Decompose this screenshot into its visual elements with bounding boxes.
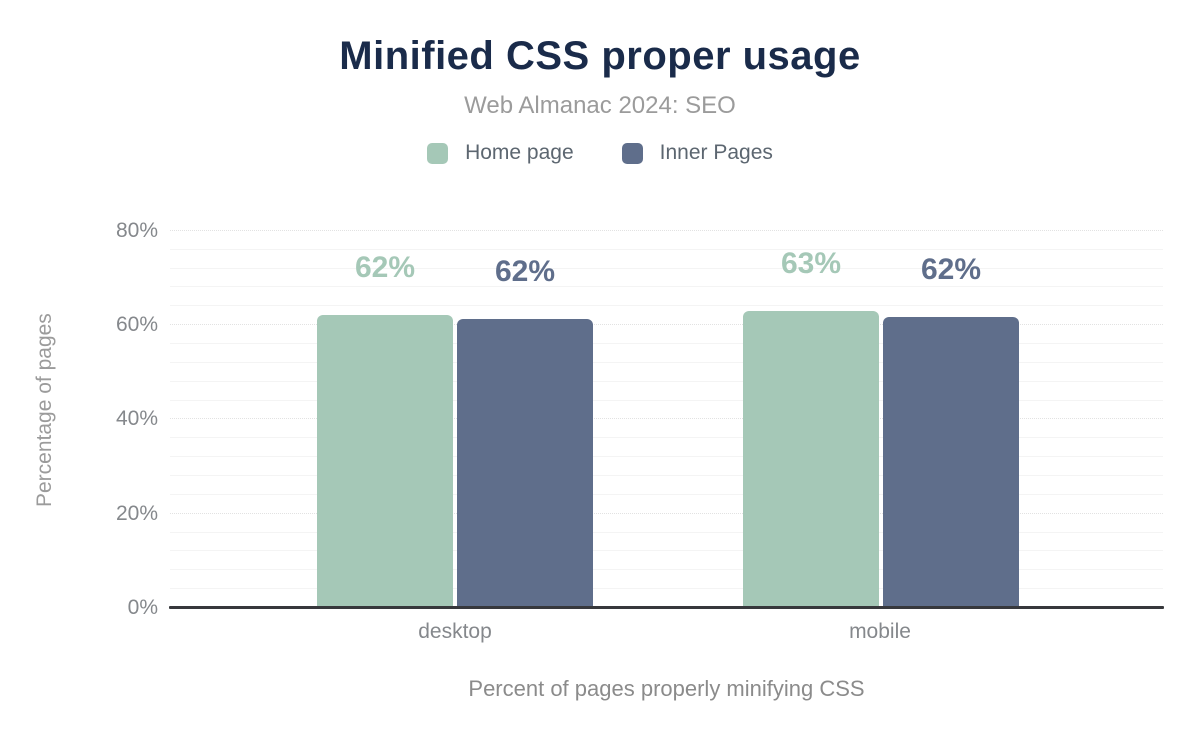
plot-area: 62% 62% 63% 62% bbox=[170, 212, 1163, 608]
bar-desktop-inner-pages: 62% bbox=[457, 212, 593, 608]
bar-rect-desktop-home-page bbox=[317, 314, 453, 608]
y-tick-label: 80% bbox=[115, 218, 158, 242]
legend-label-inner-pages: Inner Pages bbox=[659, 141, 773, 164]
y-tick-label: 40% bbox=[115, 407, 158, 431]
minor-gridline bbox=[170, 550, 1163, 552]
bar-mobile-home-page: 63% bbox=[743, 212, 879, 608]
bar-value-label-mobile-inner-pages: 62% bbox=[920, 253, 982, 287]
major-gridline bbox=[170, 324, 1163, 326]
minor-gridline bbox=[170, 267, 1163, 269]
y-tick-label: 60% bbox=[115, 313, 158, 337]
legend-label-home-page: Home page bbox=[465, 141, 574, 164]
bar-rect-mobile-inner-pages bbox=[883, 317, 1019, 608]
bar-rect-mobile-home-page bbox=[743, 311, 879, 608]
chart-subtitle: Web Almanac 2024: SEO bbox=[464, 92, 736, 119]
bar-value-label-desktop-inner-pages: 62% bbox=[494, 254, 556, 288]
minor-gridline bbox=[170, 380, 1163, 382]
chart-title: Minified CSS proper usage bbox=[339, 34, 861, 78]
minor-gridline bbox=[170, 493, 1163, 495]
y-tick-label: 0% bbox=[127, 596, 158, 619]
major-gridline bbox=[170, 229, 1163, 231]
minor-gridline bbox=[170, 475, 1163, 477]
minor-gridline bbox=[170, 531, 1163, 533]
legend-item-home-page[interactable]: Home page bbox=[427, 141, 574, 165]
minor-gridline bbox=[170, 588, 1163, 590]
bar-rect-desktop-inner-pages bbox=[457, 318, 593, 608]
bar-desktop-home-page: 62% bbox=[317, 212, 453, 608]
bar-mobile-inner-pages: 62% bbox=[883, 212, 1019, 608]
minor-gridline bbox=[170, 248, 1163, 250]
minor-gridline bbox=[170, 569, 1163, 571]
minor-gridline bbox=[170, 361, 1163, 363]
bar-value-label-mobile-home-page: 63% bbox=[780, 247, 842, 281]
legend: Home page Inner Pages bbox=[0, 141, 1200, 165]
major-gridline bbox=[170, 418, 1163, 420]
minor-gridline bbox=[170, 286, 1163, 288]
legend-item-inner-pages[interactable]: Inner Pages bbox=[621, 141, 773, 165]
y-tick-label: 20% bbox=[115, 501, 158, 525]
legend-swatch-home-page-icon bbox=[427, 142, 449, 164]
x-axis-line bbox=[169, 606, 1164, 609]
x-tick-label-mobile: mobile bbox=[849, 620, 911, 643]
y-axis-tick-labels: 0% 20% 40% 60% 80% bbox=[0, 212, 158, 619]
legend-swatch-inner-pages-icon bbox=[621, 142, 643, 164]
minor-gridline bbox=[170, 399, 1163, 401]
major-gridline bbox=[170, 512, 1163, 514]
minor-gridline bbox=[170, 456, 1163, 458]
minor-gridline bbox=[170, 437, 1163, 439]
x-axis-title: Percent of pages properly minifying CSS bbox=[468, 676, 865, 701]
x-tick-label-desktop: desktop bbox=[418, 620, 492, 643]
minor-gridline bbox=[170, 305, 1163, 307]
minor-gridline bbox=[170, 343, 1163, 345]
bar-value-label-desktop-home-page: 62% bbox=[354, 250, 416, 284]
